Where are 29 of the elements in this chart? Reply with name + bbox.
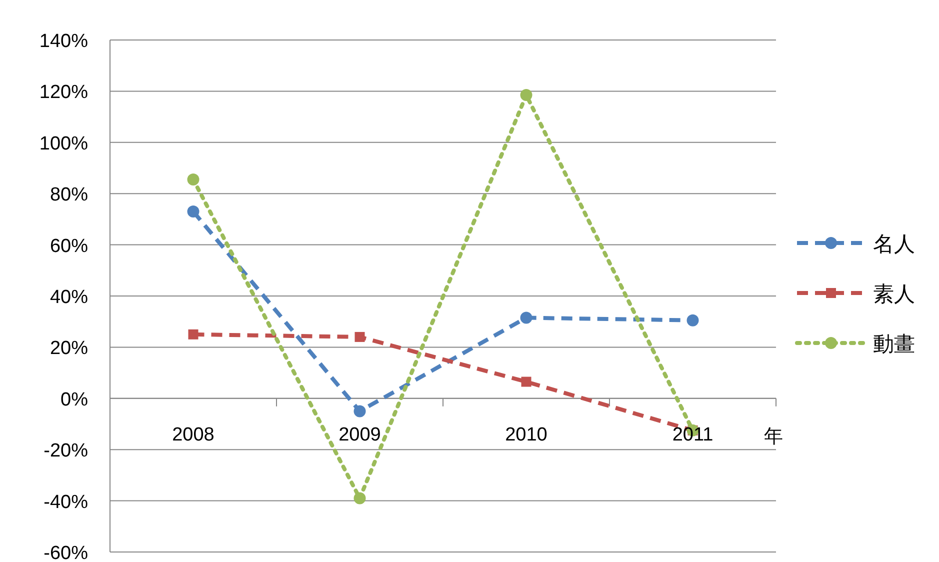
y-tick-label: 100% xyxy=(39,133,88,154)
x-tick-label: 2011 xyxy=(672,424,714,446)
x-axis-title: 年 xyxy=(764,426,783,448)
y-tick-label: -20% xyxy=(44,440,88,462)
y-tick-label: -40% xyxy=(44,492,88,513)
legend-label: 素人 xyxy=(873,283,915,306)
y-tick-label: 0% xyxy=(60,389,88,410)
point xyxy=(187,174,200,186)
legend-label: 動畫 xyxy=(873,333,915,356)
x-tick-label: 2010 xyxy=(505,424,548,446)
y-tick-label: -60% xyxy=(44,543,88,562)
point xyxy=(520,89,532,102)
y-tick-label: 140% xyxy=(39,31,88,52)
point xyxy=(354,492,366,504)
legend-label: 名人 xyxy=(873,233,915,256)
y-tick-label: 80% xyxy=(50,184,88,206)
x-tick-label: 2008 xyxy=(172,424,214,446)
point xyxy=(188,329,198,340)
point xyxy=(187,206,200,218)
point xyxy=(520,312,532,324)
point xyxy=(521,376,532,387)
point xyxy=(354,405,366,418)
y-tick-label: 40% xyxy=(50,287,88,308)
y-tick-label: 120% xyxy=(39,82,88,104)
x-tick-label: 2009 xyxy=(338,424,381,446)
y-tick-label: 20% xyxy=(50,338,88,360)
point xyxy=(686,314,699,326)
y-tick-label: 60% xyxy=(50,236,88,257)
point xyxy=(354,332,365,342)
